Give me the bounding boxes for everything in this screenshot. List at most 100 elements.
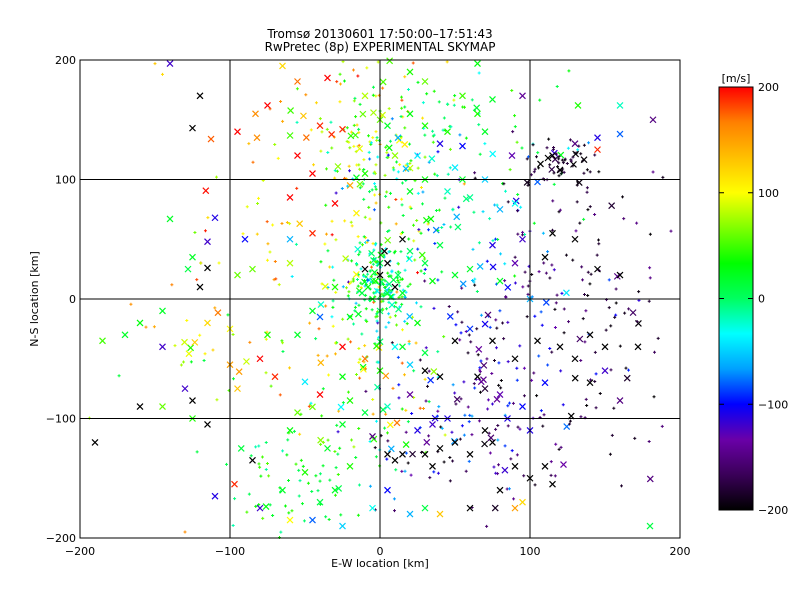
data-point-plus	[403, 75, 407, 79]
data-point-plus	[589, 378, 593, 382]
data-point-x	[334, 163, 342, 170]
data-point-plus	[525, 157, 529, 161]
data-point-plus	[583, 292, 587, 296]
data-point-plus	[325, 127, 329, 131]
data-point-x	[646, 522, 654, 530]
data-point-plus	[582, 143, 586, 147]
data-point-plus	[548, 276, 552, 280]
data-point-plus	[342, 79, 346, 83]
y-tick-label: −100	[46, 413, 76, 426]
data-point-plus	[651, 170, 655, 174]
data-point-plus	[384, 412, 388, 416]
data-point-plus	[352, 445, 356, 449]
data-point-plus	[394, 222, 398, 226]
data-point-x	[385, 144, 393, 152]
data-point-plus	[346, 337, 350, 341]
data-point-plus	[338, 100, 342, 104]
data-point-plus	[509, 457, 513, 461]
data-point-plus	[447, 305, 451, 309]
data-point-plus	[404, 290, 408, 294]
data-point-plus	[470, 98, 474, 102]
data-point-x	[446, 313, 454, 320]
data-point-plus	[362, 158, 366, 162]
data-point-plus	[652, 395, 656, 399]
data-point-x	[491, 504, 499, 512]
data-point-plus	[272, 278, 276, 282]
data-point-x	[511, 504, 519, 512]
data-point-plus	[494, 427, 498, 431]
data-point-plus	[531, 143, 535, 147]
data-point-plus	[448, 166, 452, 170]
data-point-plus	[427, 369, 431, 373]
data-point-plus	[412, 369, 416, 373]
data-point-plus	[432, 133, 436, 137]
data-point-plus	[516, 193, 520, 197]
data-point-plus	[357, 360, 361, 364]
data-point-x	[519, 403, 526, 410]
data-point-x	[339, 343, 346, 351]
data-point-plus	[648, 266, 652, 270]
data-point-plus	[530, 378, 534, 382]
data-point-plus	[552, 182, 556, 186]
data-point-plus	[435, 174, 439, 178]
data-point-x	[384, 236, 392, 244]
data-point-plus	[292, 429, 296, 433]
data-point-plus	[374, 163, 378, 167]
data-point-plus	[656, 336, 660, 340]
data-point-plus	[604, 328, 608, 332]
data-point-plus	[405, 322, 409, 326]
data-point-plus	[476, 353, 480, 357]
data-point-x	[616, 130, 624, 138]
data-point-plus	[452, 103, 456, 107]
data-point-plus	[354, 115, 358, 119]
data-point-x	[202, 187, 210, 195]
data-point-plus	[281, 350, 285, 354]
data-point-x	[384, 486, 391, 494]
data-point-plus	[320, 130, 324, 134]
data-point-plus	[387, 312, 391, 316]
data-point-plus	[257, 462, 261, 466]
data-point-plus	[283, 504, 287, 508]
data-point-plus	[525, 315, 529, 319]
data-point-plus	[494, 346, 498, 350]
data-point-plus	[396, 355, 400, 359]
data-point-plus	[585, 186, 589, 190]
data-point-x	[451, 164, 459, 171]
data-point-plus	[473, 277, 477, 281]
colorbar-tick-label: 100	[758, 187, 779, 200]
data-point-plus	[319, 149, 323, 153]
data-point-x	[382, 372, 390, 380]
data-point-plus	[318, 502, 322, 506]
data-point-plus	[587, 141, 591, 145]
data-point-x	[309, 307, 316, 315]
data-point-plus	[574, 229, 578, 233]
data-point-plus	[513, 114, 517, 118]
data-point-plus	[582, 217, 586, 221]
data-point-plus	[380, 277, 384, 281]
data-point-x	[321, 283, 329, 290]
data-point-x	[429, 421, 436, 428]
data-point-plus	[333, 169, 337, 173]
data-point-plus	[288, 366, 292, 370]
data-point-plus	[193, 230, 197, 234]
x-tick-label: −100	[215, 545, 245, 558]
data-point-plus	[424, 346, 428, 350]
data-point-plus	[367, 150, 371, 154]
data-point-plus	[273, 260, 277, 264]
data-point-x	[391, 343, 399, 351]
x-tick-label: 200	[670, 545, 691, 558]
data-point-x	[541, 253, 549, 261]
data-point-plus	[436, 350, 440, 354]
data-point-plus	[356, 235, 360, 239]
data-point-x	[541, 462, 549, 470]
data-point-plus	[376, 155, 380, 159]
data-point-plus	[621, 195, 625, 199]
data-point-x	[571, 140, 579, 148]
data-point-x	[204, 238, 211, 246]
data-point-x	[301, 378, 309, 386]
data-point-plus	[624, 366, 628, 370]
data-point-plus	[285, 221, 289, 225]
data-point-plus	[331, 324, 335, 328]
y-tick-label: −200	[46, 532, 76, 545]
data-point-x	[264, 101, 271, 109]
